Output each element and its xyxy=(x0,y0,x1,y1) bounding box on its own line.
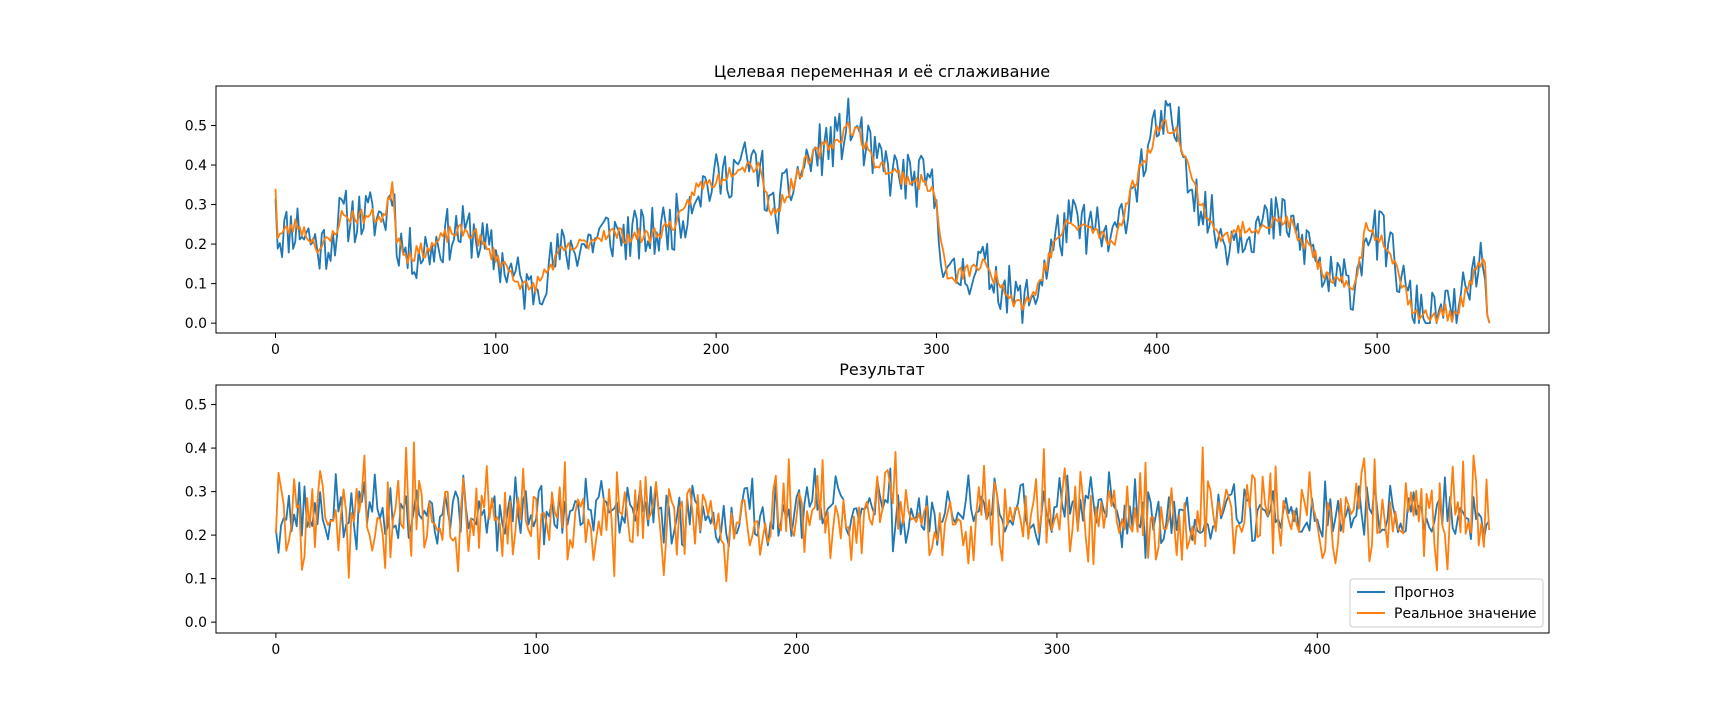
chart-target-smoothing: Целевая переменная и её сглаживание 0 100… xyxy=(185,62,1550,358)
x-tick-label: 300 xyxy=(1044,642,1071,658)
x-axis: 0 100 200 300 400 500 xyxy=(271,333,1391,358)
chart-title: Результат xyxy=(839,360,925,379)
y-tick-label: 0.3 xyxy=(185,198,207,214)
series-line-1 xyxy=(275,441,1490,583)
plot-frame xyxy=(215,85,1550,334)
series-line-1 xyxy=(274,119,1491,324)
x-axis: 0 100 200 300 400 xyxy=(271,633,1331,658)
y-tick-label: 0.0 xyxy=(185,615,207,631)
chart-title: Целевая переменная и её сглаживание xyxy=(714,62,1050,81)
y-axis: 0.0 0.1 0.2 0.3 0.4 0.5 xyxy=(185,119,216,332)
y-axis: 0.0 0.1 0.2 0.3 0.4 0.5 xyxy=(185,398,216,631)
legend: Прогноз Реальное значение xyxy=(1349,578,1544,628)
y-tick-label: 0.0 xyxy=(185,316,207,332)
x-tick-label: 0 xyxy=(271,342,280,358)
y-tick-label: 0.2 xyxy=(185,528,207,544)
y-tick-label: 0.1 xyxy=(185,572,207,588)
x-tick-label: 0 xyxy=(271,642,280,658)
y-tick-label: 0.4 xyxy=(185,441,207,457)
y-tick-label: 0.4 xyxy=(185,158,207,174)
x-tick-label: 400 xyxy=(1143,342,1170,358)
x-tick-label: 200 xyxy=(703,342,730,358)
x-tick-label: 300 xyxy=(923,342,950,358)
x-tick-label: 100 xyxy=(523,642,550,658)
series-line-0 xyxy=(274,97,1491,325)
chart-result: Результат 0 100 200 300 400 0.00.10.20.30.40… xyxy=(185,360,1550,658)
y-tick-label: 0.5 xyxy=(185,398,207,414)
chart-lines xyxy=(274,97,1491,325)
plot-frame xyxy=(215,384,1550,634)
y-tick-label: 0.3 xyxy=(185,485,207,501)
legend-label-actual: Реальное значение xyxy=(1394,606,1537,622)
x-tick-label: 500 xyxy=(1364,342,1391,358)
legend-box xyxy=(1349,578,1544,628)
legend-label-forecast: Прогноз xyxy=(1394,585,1455,601)
chart-lines xyxy=(275,441,1490,583)
x-tick-label: 400 xyxy=(1304,642,1331,658)
x-tick-label: 200 xyxy=(783,642,810,658)
x-tick-label: 100 xyxy=(482,342,509,358)
y-tick-label: 0.2 xyxy=(185,237,207,253)
y-tick-label: 0.5 xyxy=(185,119,207,135)
y-tick-label: 0.1 xyxy=(185,277,207,293)
